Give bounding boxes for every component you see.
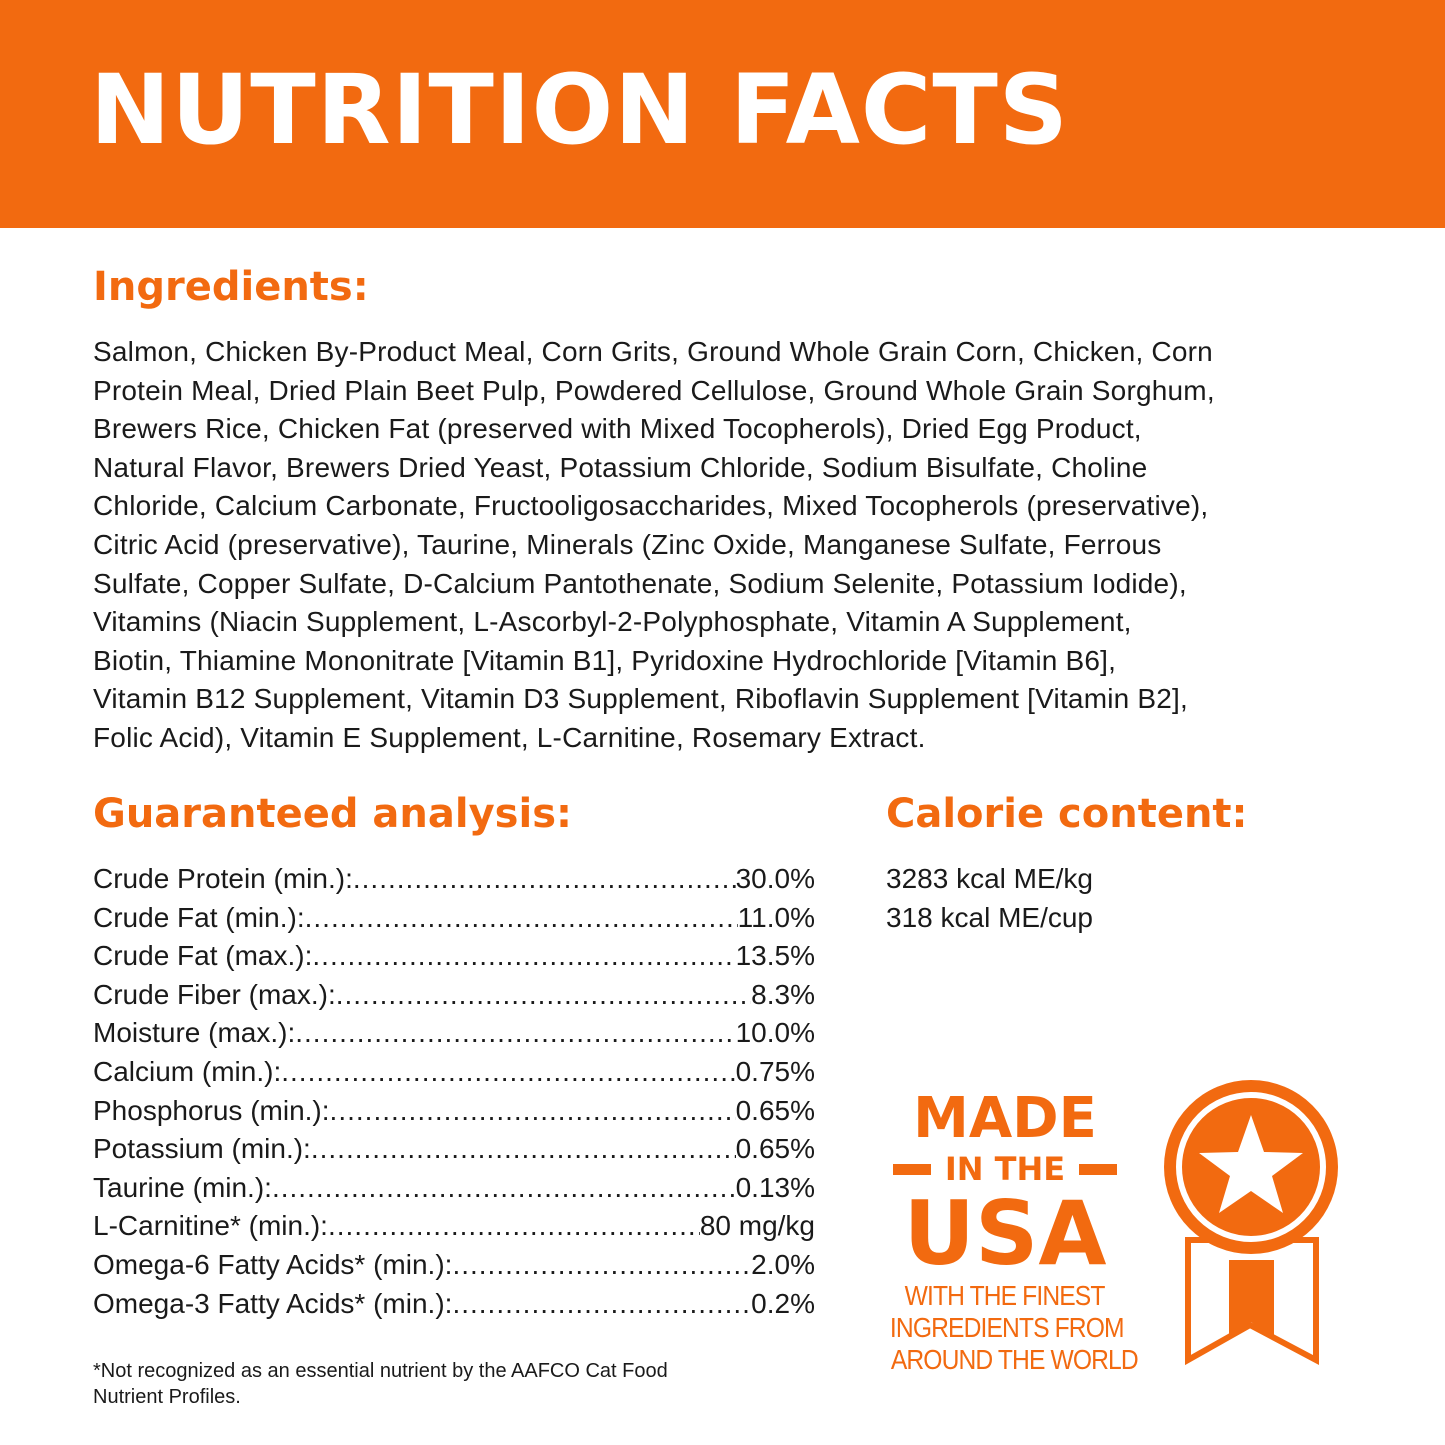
analysis-label: Crude Fiber (max.): (93, 978, 336, 1010)
badge-sub-line-row: WITH THE FINEST (874, 1280, 1136, 1312)
badge-usa: USA (903, 1182, 1107, 1285)
dot-leader (311, 1130, 736, 1169)
analysis-value: 0.2% (751, 1287, 815, 1319)
ingredients-line: Citric Acid (preservative), Taurine, Min… (93, 528, 1162, 560)
dot-leader (353, 860, 736, 899)
analysis-label: Crude Protein (min.): (93, 863, 353, 894)
analysis-row: Moisture (max.): 10.0% (93, 1014, 815, 1053)
analysis-row: Omega-3 Fatty Acids* (min.): 0.2% (93, 1285, 815, 1324)
ingredients-list: Salmon, Chicken By-Product Meal, Corn Gr… (93, 333, 1215, 758)
analysis-table: Crude Protein (min.): 30.0% Crude Fat (min… (93, 860, 815, 1323)
footnote-line: *Not recognized as an essential nutrient… (93, 1360, 668, 1382)
ingredients-line: Brewers Rice, Chicken Fat (preserved wit… (93, 413, 1142, 445)
analysis-value: 0.65% (735, 1133, 815, 1165)
header-banner: NUTRITION FACTS (0, 0, 1445, 228)
star-ribbon-medal-icon (1158, 1070, 1348, 1374)
calorie-heading: Calorie content: (886, 791, 1248, 837)
analysis-value: 2.0% (751, 1248, 815, 1280)
ingredients-line: Folic Acid), Vitamin E Supplement, L-Car… (93, 721, 926, 753)
ingredients-line: Biotin, Thiamine Mononitrate [Vitamin B1… (93, 644, 1117, 676)
calorie-line: 318 kcal ME/cup (886, 901, 1093, 933)
analysis-row: Crude Protein (min.): 30.0% (93, 860, 815, 899)
badge-sub-line-row: INGREDIENTS FROM (874, 1312, 1136, 1344)
badge-sub-line: AROUND THE WORLD (890, 1344, 1139, 1375)
dot-leader (328, 1207, 700, 1246)
ingredients-line: Vitamins (Niacin Supplement, L-Ascorbyl-… (93, 606, 1132, 638)
badge-sub-line: INGREDIENTS FROM (889, 1312, 1125, 1343)
made-in-usa-badge: MADE IN THE USA WITH THE FINEST INGREDIE… (874, 1086, 1139, 1376)
analysis-label: Crude Fat (max.): (93, 940, 313, 972)
analysis-value: 0.65% (735, 1094, 815, 1126)
analysis-heading: Guaranteed analysis: (93, 791, 573, 837)
analysis-label: Calcium (min.): (93, 1055, 282, 1087)
dot-leader (452, 1246, 751, 1285)
calorie-content: 3283 kcal ME/kg 318 kcal ME/cup (886, 860, 1093, 937)
ingredients-line: Salmon, Chicken By-Product Meal, Corn Gr… (93, 336, 1213, 367)
analysis-label: Crude Fat (min.): (93, 901, 305, 933)
ingredients-line: Protein Meal, Dried Plain Beet Pulp, Pow… (93, 374, 1215, 406)
analysis-value: 0.13% (735, 1171, 815, 1203)
dot-leader (295, 1014, 735, 1053)
badge-made: MADE (913, 1086, 1097, 1151)
analysis-value: 11.0% (737, 901, 815, 933)
analysis-label: Taurine (min.): (93, 1171, 272, 1203)
analysis-row: Crude Fiber (max.): 8.3% (93, 976, 815, 1015)
dot-leader (305, 899, 738, 938)
analysis-row: L-Carnitine* (min.): 80 mg/kg (93, 1207, 815, 1246)
analysis-value: 0.75% (735, 1055, 815, 1087)
analysis-label: L-Carnitine* (min.): (93, 1210, 328, 1242)
badge-dash-right (1079, 1163, 1118, 1175)
dot-leader (336, 976, 751, 1015)
ingredients-line: Natural Flavor, Brewers Dried Yeast, Pot… (93, 451, 1148, 483)
analysis-row: Taurine (min.): 0.13% (93, 1169, 815, 1208)
footnote: *Not recognized as an essential nutrient… (93, 1358, 668, 1410)
dot-leader (281, 1053, 735, 1092)
analysis-row: Crude Fat (max.): 13.5% (93, 937, 815, 976)
analysis-value: 8.3% (751, 978, 815, 1010)
badge-in-the: IN THE (944, 1150, 1066, 1188)
badge-in-the-row: IN THE (874, 1150, 1136, 1188)
calorie-line: 3283 kcal ME/kg (886, 863, 1093, 894)
analysis-label: Potassium (min.): (93, 1133, 311, 1165)
footnote-line: Nutrient Profiles. (93, 1386, 241, 1408)
analysis-label: Moisture (max.): (93, 1017, 296, 1049)
ingredients-line: Chloride, Calcium Carbonate, Fructooligo… (93, 490, 1209, 522)
badge-dash-left (892, 1163, 931, 1175)
analysis-value: 80 mg/kg (699, 1210, 815, 1242)
analysis-row: Phosphorus (min.): 0.65% (93, 1092, 815, 1131)
analysis-row: Omega-6 Fatty Acids* (min.): 2.0% (93, 1246, 815, 1285)
dot-leader (452, 1285, 751, 1324)
analysis-label: Omega-3 Fatty Acids* (min.): (93, 1287, 453, 1319)
analysis-label: Phosphorus (min.): (93, 1094, 330, 1126)
analysis-value: 10.0% (735, 1017, 815, 1049)
badge-sub-line: WITH THE FINEST (905, 1280, 1106, 1311)
analysis-row: Calcium (min.): 0.75% (93, 1053, 815, 1092)
ingredients-line: Vitamin B12 Supplement, Vitamin D3 Suppl… (93, 683, 1189, 715)
dot-leader (330, 1092, 736, 1131)
ingredients-line: Sulfate, Copper Sulfate, D-Calcium Panto… (93, 567, 1187, 599)
analysis-row: Potassium (min.): 0.65% (93, 1130, 815, 1169)
page-title: NUTRITION FACTS (90, 54, 1069, 166)
analysis-value: 13.5% (735, 940, 815, 972)
dot-leader (312, 937, 735, 976)
analysis-label: Omega-6 Fatty Acids* (min.): (93, 1248, 453, 1280)
badge-sub-line-row: AROUND THE WORLD (874, 1344, 1139, 1376)
analysis-row: Crude Fat (min.): 11.0% (93, 899, 815, 938)
dot-leader (272, 1169, 736, 1208)
analysis-value: 30.0% (735, 863, 815, 894)
ingredients-heading: Ingredients: (93, 264, 369, 310)
